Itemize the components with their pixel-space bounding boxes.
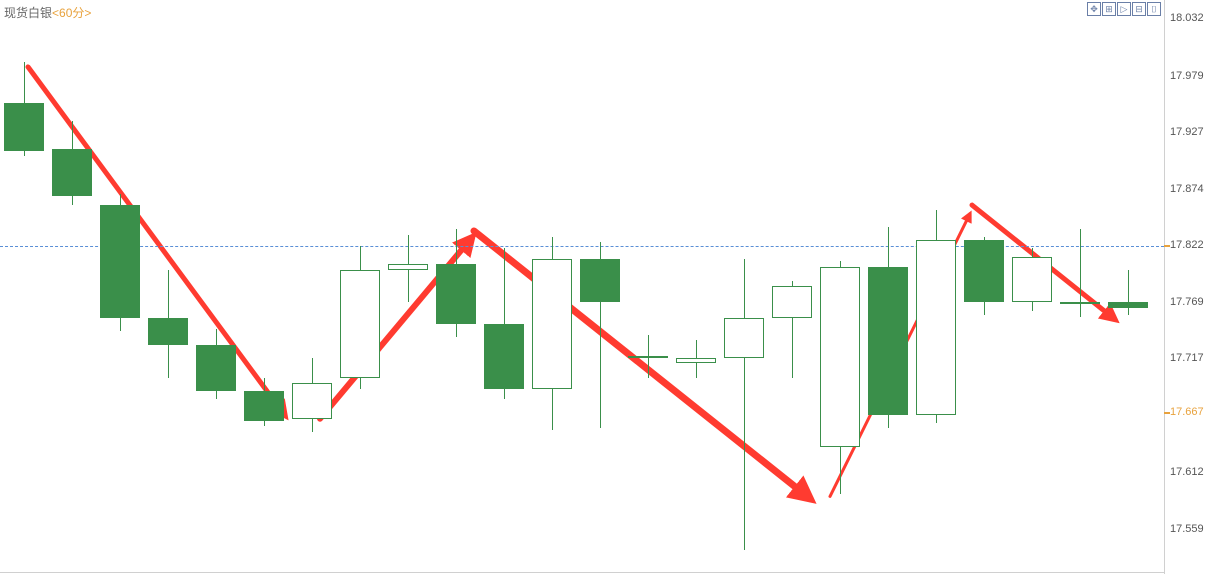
candle-body <box>436 264 476 323</box>
y-axis-label: 17.717 <box>1170 352 1204 364</box>
candle-body <box>868 267 908 416</box>
tool-candle[interactable]: ⌷ <box>1147 2 1161 16</box>
chart-title: 现货白银<60分> <box>4 4 91 21</box>
candle-body <box>340 270 380 378</box>
tool-grid[interactable]: ⊟ <box>1132 2 1146 16</box>
tool-crosshair[interactable]: ✥ <box>1087 2 1101 16</box>
candle-body <box>820 267 860 447</box>
candle-body <box>292 383 332 419</box>
candle-body <box>724 318 764 358</box>
y-axis-label: 17.769 <box>1170 296 1204 308</box>
y-axis-label: 17.559 <box>1170 523 1204 535</box>
candle-body <box>964 240 1004 303</box>
y-axis-label: 17.667 <box>1170 406 1204 418</box>
candle-body <box>1012 257 1052 302</box>
y-axis-label: 17.874 <box>1170 183 1204 195</box>
candle-body <box>388 264 428 269</box>
tool-play[interactable]: ▷ <box>1117 2 1131 16</box>
candle-body <box>100 205 140 318</box>
y-axis-label: 17.822 <box>1170 239 1204 251</box>
trend-arrow <box>474 231 810 499</box>
candle-body <box>676 358 716 362</box>
candle-body <box>1060 302 1100 304</box>
candle-body <box>196 345 236 390</box>
candle-body <box>484 324 524 389</box>
plot-right-border <box>1164 0 1165 574</box>
instrument-name: 现货白银 <box>4 6 52 20</box>
candle-body <box>772 286 812 318</box>
candle-body <box>628 356 668 358</box>
candle-body <box>1108 302 1148 307</box>
candle-wick <box>744 259 745 550</box>
candle-body <box>148 318 188 345</box>
y-axis-label: 17.979 <box>1170 70 1204 82</box>
candlestick-chart: 现货白银<60分> ✥⊞▷⊟⌷ 18.032 17.979 17.927 17.874… <box>0 0 1223 574</box>
candle-body <box>580 259 620 302</box>
chart-toolbar: ✥⊞▷⊟⌷ <box>1087 2 1161 16</box>
candle-body <box>244 391 284 421</box>
trend-arrow <box>28 67 285 416</box>
candle-body <box>532 259 572 389</box>
y-axis-label: 17.612 <box>1170 466 1204 478</box>
price-marker <box>1164 412 1170 414</box>
plot-bottom-border <box>0 572 1164 573</box>
candle-wick <box>1128 270 1129 315</box>
candle-body <box>4 103 44 152</box>
price-marker <box>1164 245 1170 247</box>
timeframe-label: <60分> <box>52 6 91 20</box>
y-axis-label: 17.927 <box>1170 126 1204 138</box>
candle-body <box>52 149 92 196</box>
tool-bars[interactable]: ⊞ <box>1102 2 1116 16</box>
y-axis-label: 18.032 <box>1170 12 1204 24</box>
candle-body <box>916 240 956 416</box>
